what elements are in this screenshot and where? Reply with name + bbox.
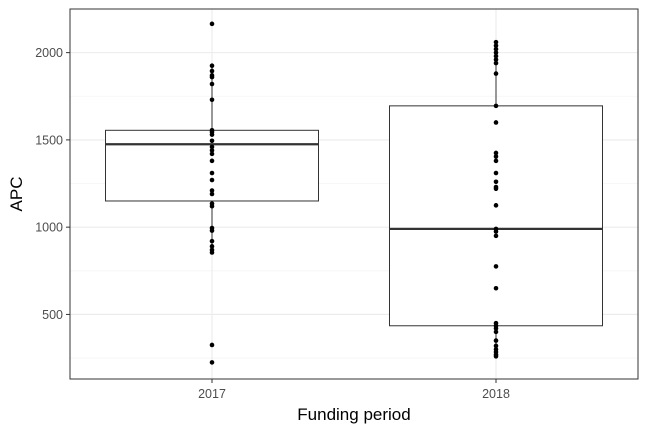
data-point — [493, 50, 499, 55]
data-point — [209, 188, 215, 193]
data-point — [209, 144, 215, 150]
panel-border — [69, 8, 639, 380]
data-point — [493, 154, 499, 159]
data-point — [493, 179, 499, 185]
data-point — [493, 186, 499, 192]
y-tick-label: 1000 — [35, 221, 63, 235]
x-tick-label: 2017 — [198, 387, 226, 401]
data-point — [493, 57, 499, 62]
data-point — [209, 228, 215, 233]
data-point — [209, 170, 215, 176]
x-axis-title: Funding period — [297, 405, 410, 424]
data-point — [493, 203, 499, 208]
box-iqr — [389, 105, 603, 327]
data-point — [493, 229, 499, 234]
data-point — [493, 43, 499, 48]
data-point — [493, 120, 499, 125]
axis-layer: 500 1000 1500 2000 2017 2018 — [35, 46, 510, 401]
data-point — [209, 203, 215, 209]
y-axis-title: APC — [7, 177, 26, 212]
y-tick-label: 1500 — [35, 133, 63, 147]
data-point — [209, 244, 215, 249]
data-point — [209, 191, 215, 197]
data-point — [209, 138, 215, 144]
data-point — [493, 158, 499, 164]
data-point — [209, 360, 215, 365]
data-point — [493, 39, 499, 45]
data-point — [209, 74, 215, 80]
data-point — [493, 170, 499, 176]
point-layer — [209, 21, 499, 365]
data-point — [493, 150, 499, 156]
x-tick-label: 2018 — [482, 387, 510, 401]
data-point — [209, 238, 215, 244]
data-point — [209, 250, 215, 255]
data-point — [209, 177, 215, 183]
data-point — [493, 53, 499, 59]
data-point — [493, 338, 499, 343]
data-point — [493, 343, 499, 349]
data-point — [493, 46, 499, 52]
data-point — [209, 81, 215, 87]
data-point — [209, 21, 215, 27]
data-point — [209, 68, 215, 74]
data-point — [493, 326, 499, 331]
data-point — [209, 97, 215, 103]
data-point — [493, 233, 499, 239]
data-point — [493, 71, 499, 76]
data-point — [493, 285, 499, 291]
data-point — [209, 132, 215, 137]
data-point — [209, 148, 215, 153]
data-point — [209, 151, 215, 157]
data-point — [209, 342, 215, 348]
data-point — [209, 63, 215, 69]
data-point — [209, 158, 215, 164]
data-point — [493, 60, 499, 66]
data-point — [493, 354, 499, 359]
y-tick-label: 500 — [42, 308, 63, 322]
data-point — [493, 103, 499, 109]
data-point — [493, 264, 499, 269]
data-point — [493, 329, 499, 335]
y-tick-label: 2000 — [35, 46, 63, 60]
